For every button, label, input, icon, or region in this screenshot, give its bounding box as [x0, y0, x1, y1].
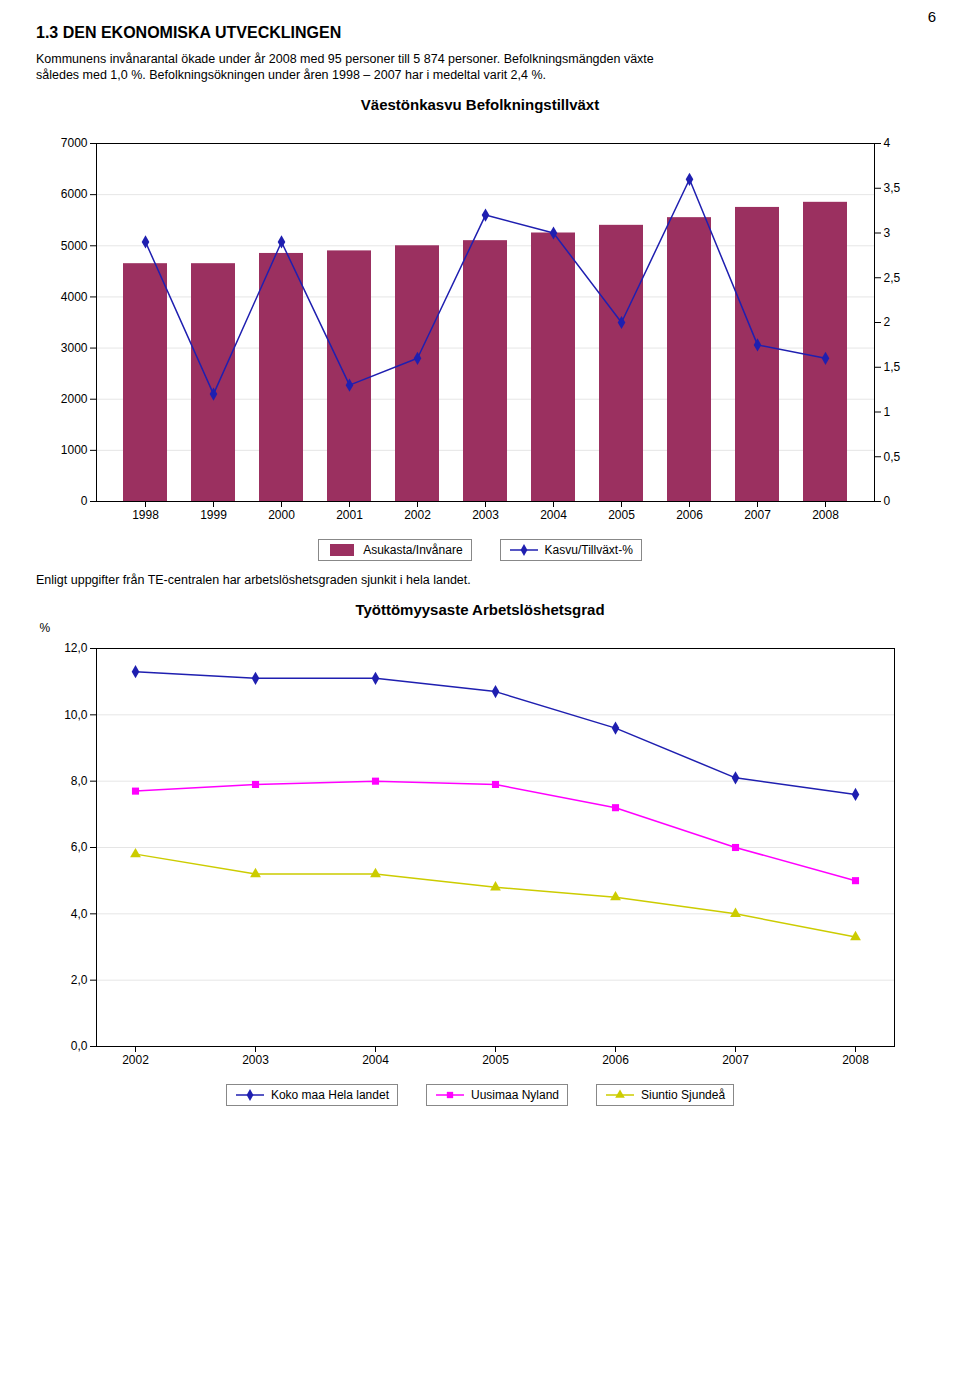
svg-text:2001: 2001: [336, 508, 363, 522]
svg-text:4: 4: [884, 136, 891, 150]
svg-text:3000: 3000: [61, 341, 88, 355]
html-text:Kasvu/Tillväxt-%: Kasvu/Tillväxt-%: [544, 543, 633, 557]
html-text:1.3 DEN EKONOMISKA UTVECKLINGE: 1.3 DEN EKONOMISKA UTVECKLINGEN: [36, 24, 342, 41]
svg-text:%: %: [40, 621, 51, 635]
svg-text:0: 0: [81, 494, 88, 508]
svg-text:6000: 6000: [61, 187, 88, 201]
html-text:Siuntio Sjundeå: Siuntio Sjundeå: [641, 1088, 726, 1102]
svg-text:2005: 2005: [608, 508, 635, 522]
html-text:6: 6: [927, 8, 936, 25]
svg-text:3,5: 3,5: [884, 181, 901, 195]
svg-text:6,0: 6,0: [71, 840, 88, 854]
html-text:Asukasta/Invånare: Asukasta/Invånare: [363, 543, 463, 557]
svg-text:2004: 2004: [540, 508, 567, 522]
svg-text:5000: 5000: [61, 239, 88, 253]
svg-text:1999: 1999: [200, 508, 227, 522]
svg-text:2005: 2005: [482, 1053, 509, 1067]
svg-text:2008: 2008: [812, 508, 839, 522]
svg-text:3: 3: [884, 226, 891, 240]
svg-text:8,0: 8,0: [71, 774, 88, 788]
svg-text:1000: 1000: [61, 443, 88, 457]
html-text:Työttömyysaste Arbetslöshetsgr: Työttömyysaste Arbetslöshetsgrad: [355, 601, 605, 618]
html-text:Koko maa Hela landet: Koko maa Hela landet: [270, 1088, 389, 1102]
svg-text:12,0: 12,0: [64, 641, 88, 655]
svg-text:4000: 4000: [61, 290, 88, 304]
svg-text:0,5: 0,5: [884, 450, 901, 464]
html-text:Väestönkasvu Befolkningstillvä: Väestönkasvu Befolkningstillväxt: [360, 96, 600, 113]
svg-text:2008: 2008: [842, 1053, 869, 1067]
svg-text:2003: 2003: [472, 508, 499, 522]
svg-text:10,0: 10,0: [64, 708, 88, 722]
svg-text:2004: 2004: [362, 1053, 389, 1067]
svg-text:0: 0: [884, 494, 891, 508]
svg-text:2: 2: [884, 315, 891, 329]
svg-text:1998: 1998: [132, 508, 159, 522]
svg-text:2006: 2006: [602, 1053, 629, 1067]
svg-text:1: 1: [884, 405, 891, 419]
svg-text:2007: 2007: [744, 508, 771, 522]
svg-text:2,5: 2,5: [884, 271, 901, 285]
html-text:således med 1,0 %. Befolknings: således med 1,0 %. Befolkningsökningen u…: [36, 68, 546, 82]
svg-text:0,0: 0,0: [71, 1039, 88, 1053]
svg-text:2000: 2000: [268, 508, 295, 522]
svg-text:2003: 2003: [242, 1053, 269, 1067]
svg-text:4,0: 4,0: [71, 907, 88, 921]
html-text:Kommunens invånarantal ökade u: Kommunens invånarantal ökade under år 20…: [36, 52, 654, 66]
svg-text:2007: 2007: [722, 1053, 749, 1067]
svg-text:2000: 2000: [61, 392, 88, 406]
html-text:Uusimaa Nyland: Uusimaa Nyland: [471, 1088, 559, 1102]
svg-text:2006: 2006: [676, 508, 703, 522]
html-text:Enligt uppgifter från TE-centr: Enligt uppgifter från TE-centralen har a…: [36, 573, 471, 587]
svg-text:2,0: 2,0: [71, 973, 88, 987]
svg-text:2002: 2002: [122, 1053, 149, 1067]
svg-text:1,5: 1,5: [884, 360, 901, 374]
svg-text:7000: 7000: [61, 136, 88, 150]
svg-text:2002: 2002: [404, 508, 431, 522]
